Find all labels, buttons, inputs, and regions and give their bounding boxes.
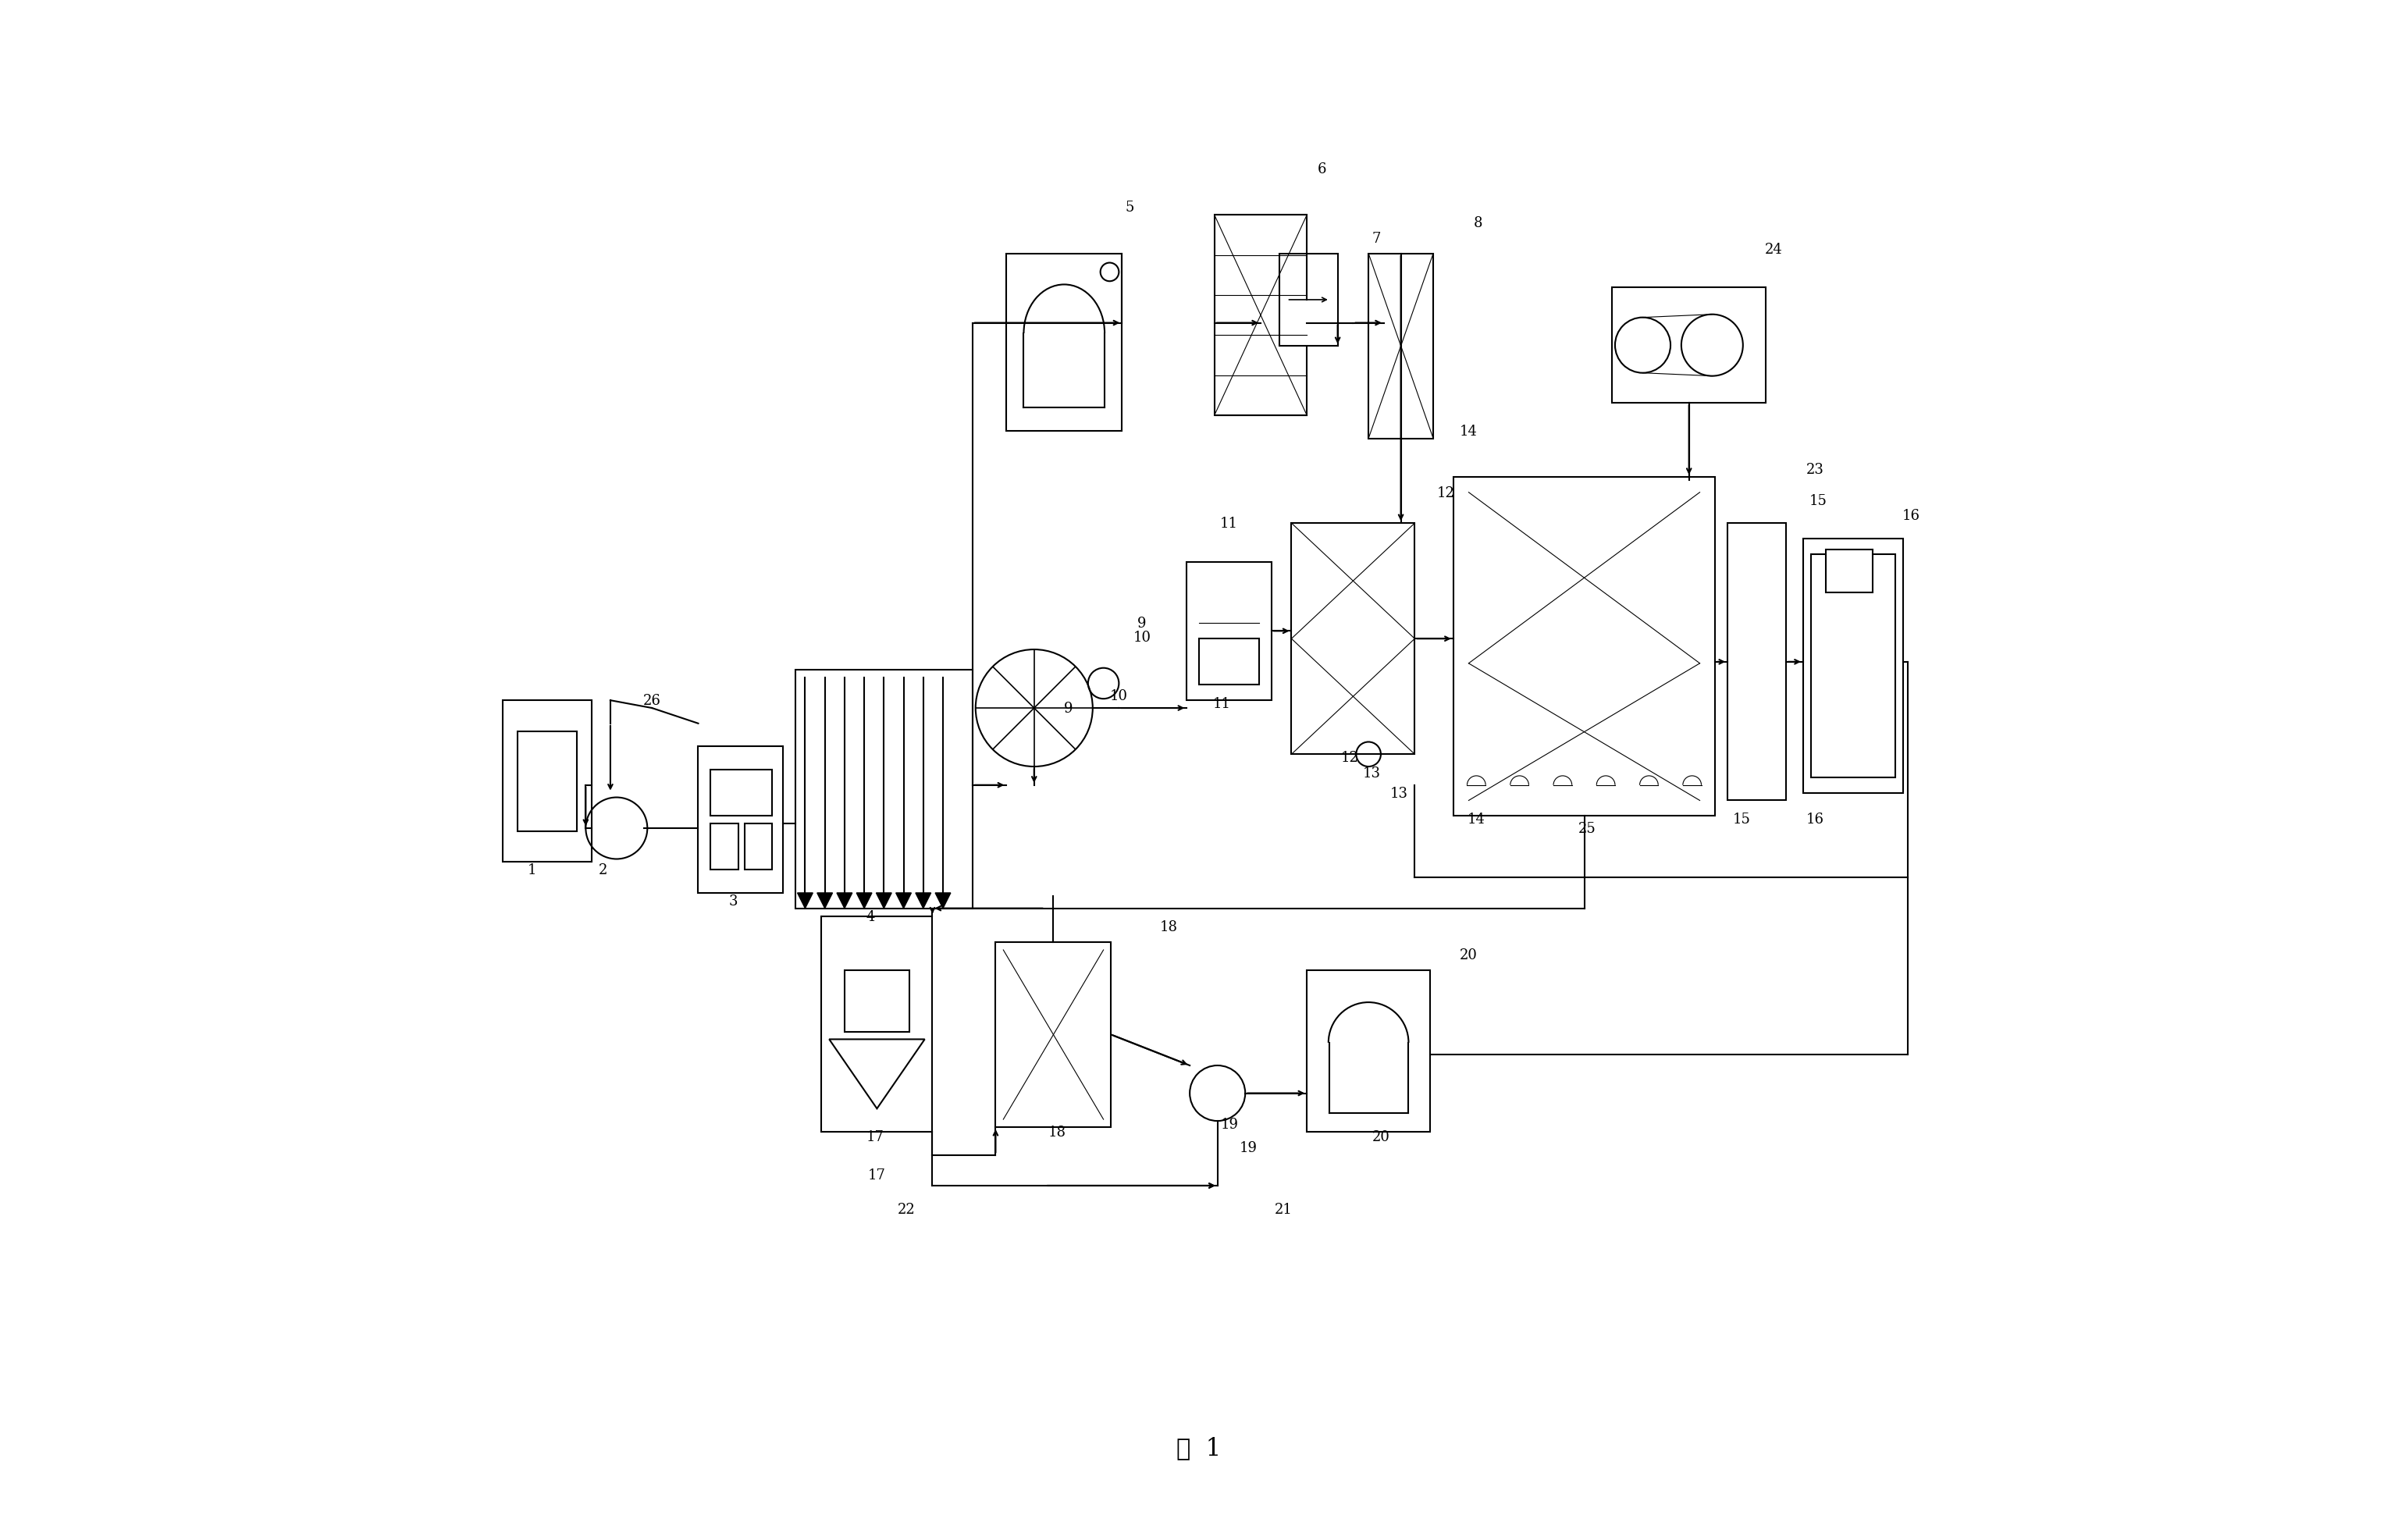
Bar [504, 701, 592, 862]
Text: 17: 17 [868, 1167, 885, 1183]
Text: 23: 23 [1806, 462, 1825, 477]
Text: 6: 6 [1319, 162, 1326, 177]
Bar [1810, 554, 1894, 778]
Text: 15: 15 [1810, 493, 1827, 508]
Text: 10: 10 [1132, 630, 1151, 645]
Text: 18: 18 [1048, 1124, 1067, 1140]
Text: 1: 1 [528, 862, 537, 878]
Polygon shape [935, 893, 950, 909]
Text: 19: 19 [1240, 1140, 1257, 1155]
Bar [796, 670, 974, 909]
Text: 13: 13 [1362, 765, 1381, 781]
Text: 16: 16 [1806, 812, 1825, 827]
Text: 20: 20 [1460, 947, 1477, 962]
Polygon shape [856, 893, 873, 909]
Text: 26: 26 [643, 693, 662, 708]
Bar [1453, 477, 1715, 816]
Bar [1611, 288, 1765, 403]
Bar [1213, 216, 1307, 416]
Bar [1307, 970, 1429, 1132]
Text: 12: 12 [1340, 750, 1360, 765]
Text: 9: 9 [1065, 701, 1072, 716]
Text: 3: 3 [729, 893, 739, 909]
Bar [1007, 254, 1122, 431]
Text: 25: 25 [1578, 821, 1597, 836]
Bar [1369, 254, 1434, 439]
Text: 12: 12 [1436, 485, 1456, 500]
Text: 10: 10 [1110, 688, 1127, 704]
Text: 17: 17 [866, 1129, 885, 1144]
Polygon shape [799, 893, 813, 909]
Bar [1187, 562, 1271, 701]
Text: 8: 8 [1472, 216, 1482, 231]
Text: 2: 2 [597, 862, 607, 878]
Bar [518, 731, 576, 832]
Text: 22: 22 [897, 1201, 916, 1217]
Text: 18: 18 [1161, 919, 1177, 935]
Bar [1293, 524, 1415, 755]
Text: 11: 11 [1221, 516, 1237, 531]
Bar [1827, 550, 1873, 593]
Text: 19: 19 [1221, 1116, 1240, 1132]
Bar [710, 770, 772, 816]
Text: 16: 16 [1902, 508, 1921, 524]
Bar [1727, 524, 1787, 801]
Polygon shape [830, 1040, 926, 1109]
Polygon shape [897, 893, 911, 909]
Bar [1199, 639, 1259, 685]
Text: 13: 13 [1391, 785, 1408, 801]
Text: 14: 14 [1460, 424, 1477, 439]
Text: 21: 21 [1276, 1201, 1293, 1217]
Bar [1803, 539, 1904, 793]
Bar [995, 942, 1110, 1127]
Text: 9: 9 [1137, 616, 1146, 631]
Text: 24: 24 [1765, 242, 1782, 257]
Bar [844, 970, 909, 1032]
Bar [1278, 254, 1338, 346]
Text: 15: 15 [1731, 812, 1751, 827]
Polygon shape [818, 893, 832, 909]
Bar [823, 916, 933, 1132]
Text: 14: 14 [1468, 812, 1484, 827]
Text: 5: 5 [1125, 200, 1134, 216]
Bar [698, 747, 784, 893]
Text: 4: 4 [866, 909, 875, 924]
Polygon shape [875, 893, 892, 909]
Bar [710, 824, 739, 870]
Polygon shape [837, 893, 851, 909]
Text: 图  1: 图 1 [1177, 1435, 1221, 1460]
Polygon shape [916, 893, 930, 909]
Text: 20: 20 [1372, 1129, 1391, 1144]
Text: 7: 7 [1372, 231, 1381, 246]
Bar [743, 824, 772, 870]
Text: 11: 11 [1213, 696, 1230, 711]
